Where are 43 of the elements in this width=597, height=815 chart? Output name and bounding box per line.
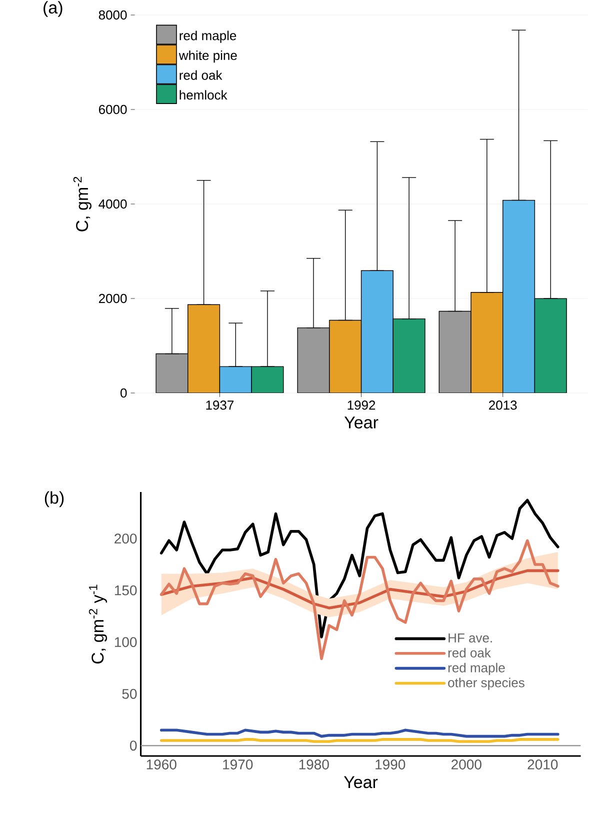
bar (219, 366, 252, 393)
bar (188, 304, 220, 393)
x-tick-label: 1937 (206, 400, 234, 410)
bar (502, 200, 536, 393)
bar (156, 353, 188, 393)
y-tick-label: 150 (115, 585, 137, 596)
bar (361, 270, 394, 393)
y-tick-label: 100 (115, 637, 137, 648)
bar (297, 327, 330, 393)
x-tick-label: 1980 (299, 760, 330, 770)
legend-label: other species (448, 678, 525, 690)
legend-label: hemlock (180, 90, 228, 100)
legend-label: red oak (448, 648, 492, 658)
y-tick-label: 2000 (99, 294, 127, 304)
y-tick-label: 0 (120, 388, 127, 398)
bar (329, 320, 362, 393)
bar (438, 310, 472, 393)
legend-label: HF ave. (448, 633, 492, 643)
y-tick-label: 0 (130, 740, 137, 751)
x-tick-label: 1992 (348, 400, 376, 410)
y-tick-label: 6000 (99, 104, 127, 114)
x-tick-label: 1960 (146, 760, 177, 770)
legend-label: white pine (178, 50, 237, 63)
legend-label: red maple (180, 30, 236, 43)
x-tick-label: 2000 (452, 760, 482, 770)
legend-label: red maple (448, 662, 505, 675)
bar (470, 292, 504, 393)
x-tick-label: 1970 (223, 760, 253, 770)
y-tick-label: 4000 (98, 199, 127, 209)
x-axis-title: Year (344, 416, 378, 428)
y-tick-label: 8000 (99, 10, 127, 20)
chart-title: (b) (45, 491, 64, 508)
legend-label: red oak (180, 70, 222, 80)
y-tick-label: 200 (114, 534, 137, 544)
x-tick-label: 2010 (528, 760, 558, 770)
x-tick-label: 2013 (489, 400, 517, 410)
y-tick-label: 50 (122, 688, 137, 699)
x-tick-label: 1990 (376, 760, 406, 770)
chart-title: (a) (44, 1, 62, 17)
x-axis-title: Year (344, 776, 378, 788)
y-axis-title: C, gm$^{-2}$ (73, 176, 92, 232)
y-axis-title: C, gm$^{-2}$ y$^{-1}$ (89, 584, 108, 664)
line-series (160, 539, 560, 660)
